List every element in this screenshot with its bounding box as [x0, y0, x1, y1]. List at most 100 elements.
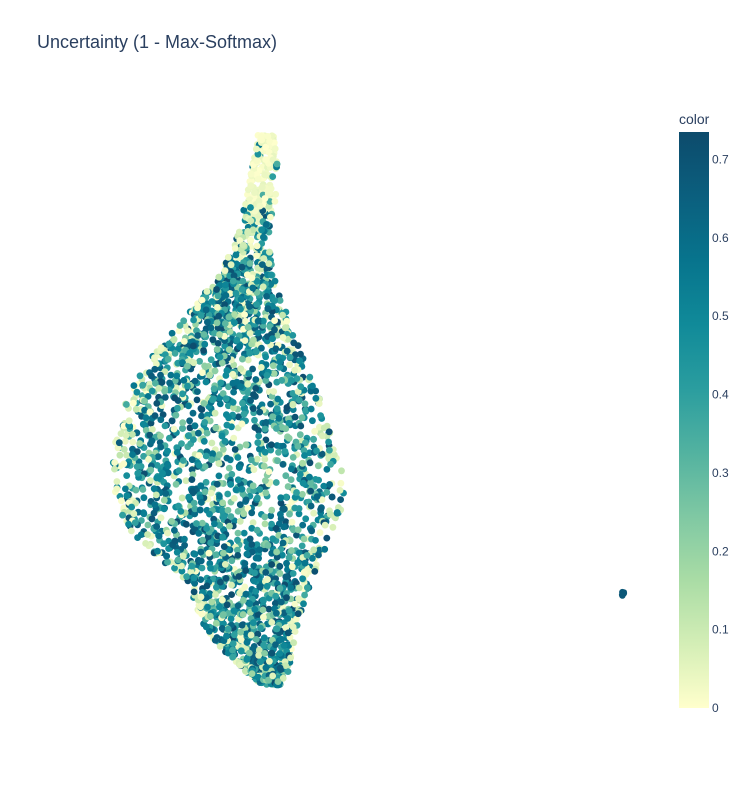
scatter-point — [139, 381, 147, 389]
colorbar-title: color — [679, 111, 710, 127]
scatter-point — [230, 272, 238, 280]
scatter-point — [115, 439, 123, 447]
scatter-point — [268, 561, 276, 568]
scatter-point — [160, 505, 168, 513]
scatter-point — [291, 366, 298, 374]
scatter-point — [130, 399, 137, 407]
scatter-point — [254, 611, 262, 618]
scatter-point — [290, 639, 297, 647]
scatter-point — [247, 631, 255, 639]
scatter-point — [216, 521, 224, 529]
scatter-point — [267, 185, 275, 193]
scatter-point — [244, 380, 252, 388]
scatter-point — [277, 499, 285, 507]
scatter-point — [216, 353, 224, 361]
scatter-point — [177, 507, 185, 515]
scatter-point — [174, 404, 181, 412]
scatter-point — [190, 436, 197, 443]
scatter-point — [295, 595, 302, 603]
scatter-point — [226, 522, 233, 530]
scatter-point — [236, 464, 243, 471]
scatter-point — [282, 624, 290, 632]
scatter-point — [224, 490, 232, 498]
scatter-point — [284, 668, 292, 675]
scatter-point — [248, 509, 256, 517]
scatter-point — [197, 603, 204, 611]
scatter-point — [272, 641, 279, 649]
scatter-point — [223, 632, 230, 640]
scatter-point — [157, 432, 164, 440]
scatter-point — [281, 324, 289, 332]
scatter-point — [159, 470, 167, 477]
scatter-point — [218, 432, 226, 440]
scatter-point — [240, 404, 248, 412]
scatter-point — [236, 501, 244, 509]
scatter-point — [137, 531, 145, 538]
scatter-point — [155, 474, 162, 481]
scatter-point — [260, 255, 268, 262]
scatter-point — [289, 570, 297, 577]
scatter-point — [244, 505, 252, 512]
scatter-point — [270, 362, 277, 370]
scatter-point — [207, 356, 215, 364]
scatter-point — [182, 477, 190, 485]
scatter-point — [157, 371, 164, 379]
scatter-point — [255, 651, 263, 659]
scatter-point — [311, 568, 319, 575]
scatter-point — [201, 362, 209, 370]
scatter-point — [310, 435, 317, 443]
scatter-point — [289, 623, 297, 631]
scatter-point — [258, 226, 265, 234]
scatter-point — [178, 567, 186, 575]
scatter-point — [264, 576, 271, 583]
scatter-point — [253, 541, 261, 549]
scatter-point — [204, 603, 211, 611]
scatter-point — [285, 434, 293, 442]
scatter-point — [249, 405, 257, 412]
scatter-point — [151, 365, 159, 373]
scatter-point — [202, 378, 210, 386]
scatter-point — [307, 387, 315, 395]
scatter-point — [239, 611, 247, 618]
scatter-point — [116, 451, 124, 459]
scatter-point — [248, 541, 256, 548]
scatter-point — [257, 364, 265, 371]
scatter-point — [273, 609, 280, 617]
scatter-point — [323, 488, 331, 496]
scatter-point — [186, 417, 194, 425]
scatter-point — [153, 360, 160, 368]
scatter-point — [231, 319, 238, 326]
scatter-point — [299, 521, 307, 529]
scatter-point — [241, 583, 249, 591]
scatter-point — [299, 490, 306, 498]
scatter-point — [200, 331, 208, 338]
point-group-main-cluster — [109, 132, 347, 689]
scatter-point — [279, 539, 287, 547]
scatter-point — [323, 466, 331, 473]
scatter-point — [179, 419, 187, 426]
scatter-point — [252, 376, 260, 383]
scatter-point — [166, 379, 174, 387]
scatter-point — [122, 432, 130, 439]
scatter-point — [189, 489, 197, 497]
scatter-point — [191, 422, 199, 430]
scatter-point — [127, 527, 135, 535]
scatter-point — [317, 506, 325, 513]
scatter-point — [288, 547, 295, 554]
scatter-point — [154, 453, 162, 460]
scatter-point — [241, 667, 249, 675]
scatter-point — [288, 377, 295, 384]
scatter-point — [273, 405, 281, 413]
colorbar-gradient — [679, 132, 709, 708]
scatter-point — [142, 540, 150, 547]
scatter-point — [258, 261, 266, 268]
scatter-point — [170, 425, 178, 433]
scatter-point — [306, 473, 313, 481]
scatter-point — [168, 417, 176, 425]
scatter-point — [260, 613, 267, 621]
scatter-point — [158, 379, 166, 386]
scatter-point — [325, 428, 333, 436]
scatter-point — [234, 529, 242, 537]
scatter-point — [190, 499, 198, 507]
scatter-point — [320, 482, 328, 490]
